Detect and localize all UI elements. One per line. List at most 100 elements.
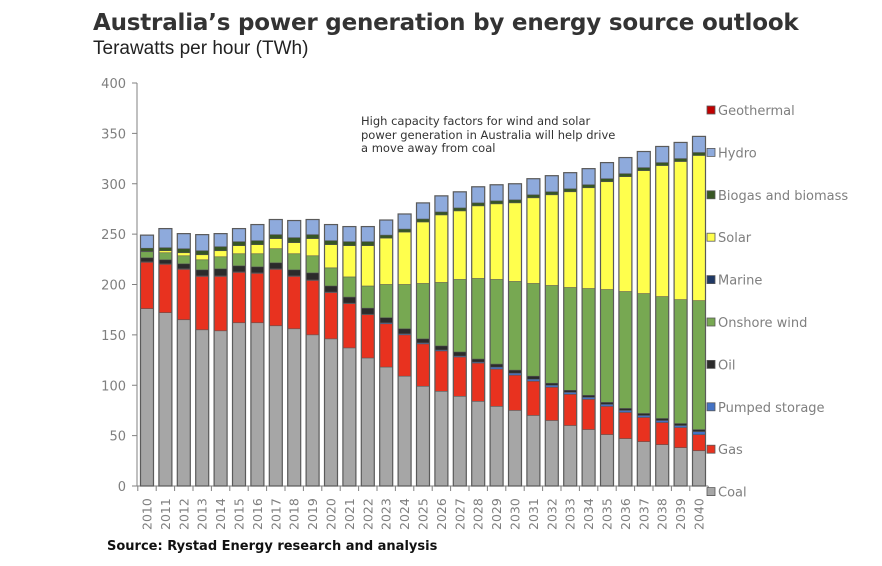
bar-segment-coal [453,396,467,486]
bar-segment-pumped-storage [471,362,485,364]
bar-segment-biogas-and-biomass [490,200,504,204]
x-tick-label: 2021 [342,498,357,530]
bar-segment-solar [269,238,283,249]
legend-swatch [706,190,716,200]
legend-item-biogas-and-biomass[interactable]: Biogas and biomass [706,189,848,204]
legend-item-pumped-storage[interactable]: Pumped storage [706,401,825,416]
legend-item-hydro[interactable]: Hydro [706,146,757,161]
bar-stack-2015 [231,227,247,487]
legend-item-gas[interactable]: Gas [706,443,743,458]
bar-segment-coal [342,347,356,486]
bar-stack-2016 [250,223,265,487]
bar-segment-solar [600,181,614,290]
bar-segment-biogas-and-biomass [416,219,430,223]
bar-segment-oil [287,269,301,276]
bar-outline [507,183,523,487]
bar-segment-oil [508,370,522,374]
bar-stack-2010 [139,234,155,487]
legend-item-oil[interactable]: Oil [706,358,735,373]
bar-stack-2024 [397,213,412,487]
bar-segment-onshore-wind [140,251,154,258]
x-tick-label: 2016 [250,498,265,530]
legend-item-solar[interactable]: Solar [706,231,752,246]
legend-item-marine[interactable]: Marine [706,274,762,289]
bar-segment-hydro [563,172,577,189]
bar-stack-2012 [176,233,191,487]
bar-segment-oil [453,352,467,357]
bar-segment-solar [361,245,375,287]
bar-segment-coal [324,338,338,486]
legend-item-geothermal[interactable]: Geothermal [706,104,795,119]
bar-stack-2034 [581,168,596,487]
bar-segment-solar [508,202,522,282]
bar-segment-coal [563,425,577,486]
bar-segment-hydro [361,226,375,242]
bar-segment-biogas-and-biomass [508,199,522,203]
bar-segment-gas [600,406,614,435]
legend-label: Marine [718,274,762,289]
legend-swatch [706,232,716,242]
x-tick-label: 2029 [489,498,504,530]
bar-segment-gas [250,273,264,323]
bar-stack-2038 [655,145,670,487]
bar-segment-pumped-storage [637,415,651,418]
bar-segment-biogas-and-biomass [324,240,338,245]
bar-outline [544,175,559,487]
bar-segment-oil [195,269,209,276]
bar-stack-2021 [342,225,357,487]
bar-segment-solar [471,205,485,279]
bar-segment-biogas-and-biomass [655,162,669,166]
legend-item-onshore-wind[interactable]: Onshore wind [706,316,807,331]
bar-segment-onshore-wind [563,287,577,391]
bar-outline [581,168,596,487]
bar-outline [599,161,615,487]
bar-segment-oil [342,297,356,304]
bar-segment-gas [324,292,338,339]
bar-outline [287,219,302,487]
bar-segment-biogas-and-biomass [563,188,577,192]
bar-segment-gas [398,334,412,377]
bar-segment-gas [582,399,596,430]
bar-segment-hydro [342,226,356,242]
bar-segment-solar [232,245,246,254]
bar-segment-coal [250,322,264,486]
bar-segment-biogas-and-biomass [398,229,412,233]
bar-segment-hydro [416,202,430,220]
bar-segment-pumped-storage [600,404,614,407]
x-tick-label: 2030 [508,498,523,530]
bar-segment-gas [306,280,320,335]
bar-segment-pumped-storage [545,385,559,388]
legend-swatch [706,317,716,327]
legend-item-coal[interactable]: Coal [706,486,747,501]
chart-subtitle: Terawatts per hour (TWh) [93,38,309,59]
legend-swatch [706,487,716,497]
bar-segment-gas [379,323,393,368]
bar-segment-coal [655,444,669,486]
bar-segment-solar [416,222,430,284]
bar-segment-gas [416,343,430,387]
bar-segment-coal [287,328,301,486]
bar-segment-onshore-wind [416,283,430,339]
bar-outline [323,223,339,487]
bar-segment-biogas-and-biomass [342,241,356,246]
x-tick-label: 2026 [434,498,449,530]
x-tick-label: 2034 [581,498,596,530]
bar-outline [636,150,651,487]
bar-segment-oil [692,429,706,432]
bar-outline [434,195,449,487]
bar-segment-hydro [195,234,209,251]
bar-segment-oil [563,390,577,393]
bar-segment-gas [618,412,632,439]
bar-segment-gas [508,375,522,411]
bar-segment-pumped-storage [490,367,504,370]
x-tick-label: 2014 [213,498,228,530]
bar-segment-pumped-storage [655,420,669,423]
x-tick-label: 2020 [324,498,339,530]
bar-segment-onshore-wind [287,253,301,270]
bar-segment-coal [361,358,375,486]
x-tick-label: 2040 [692,498,707,530]
bar-outline [360,225,375,487]
x-tick-label: 2035 [600,498,615,530]
bar-stack-2020 [323,223,339,487]
bar-segment-hydro [674,142,688,159]
